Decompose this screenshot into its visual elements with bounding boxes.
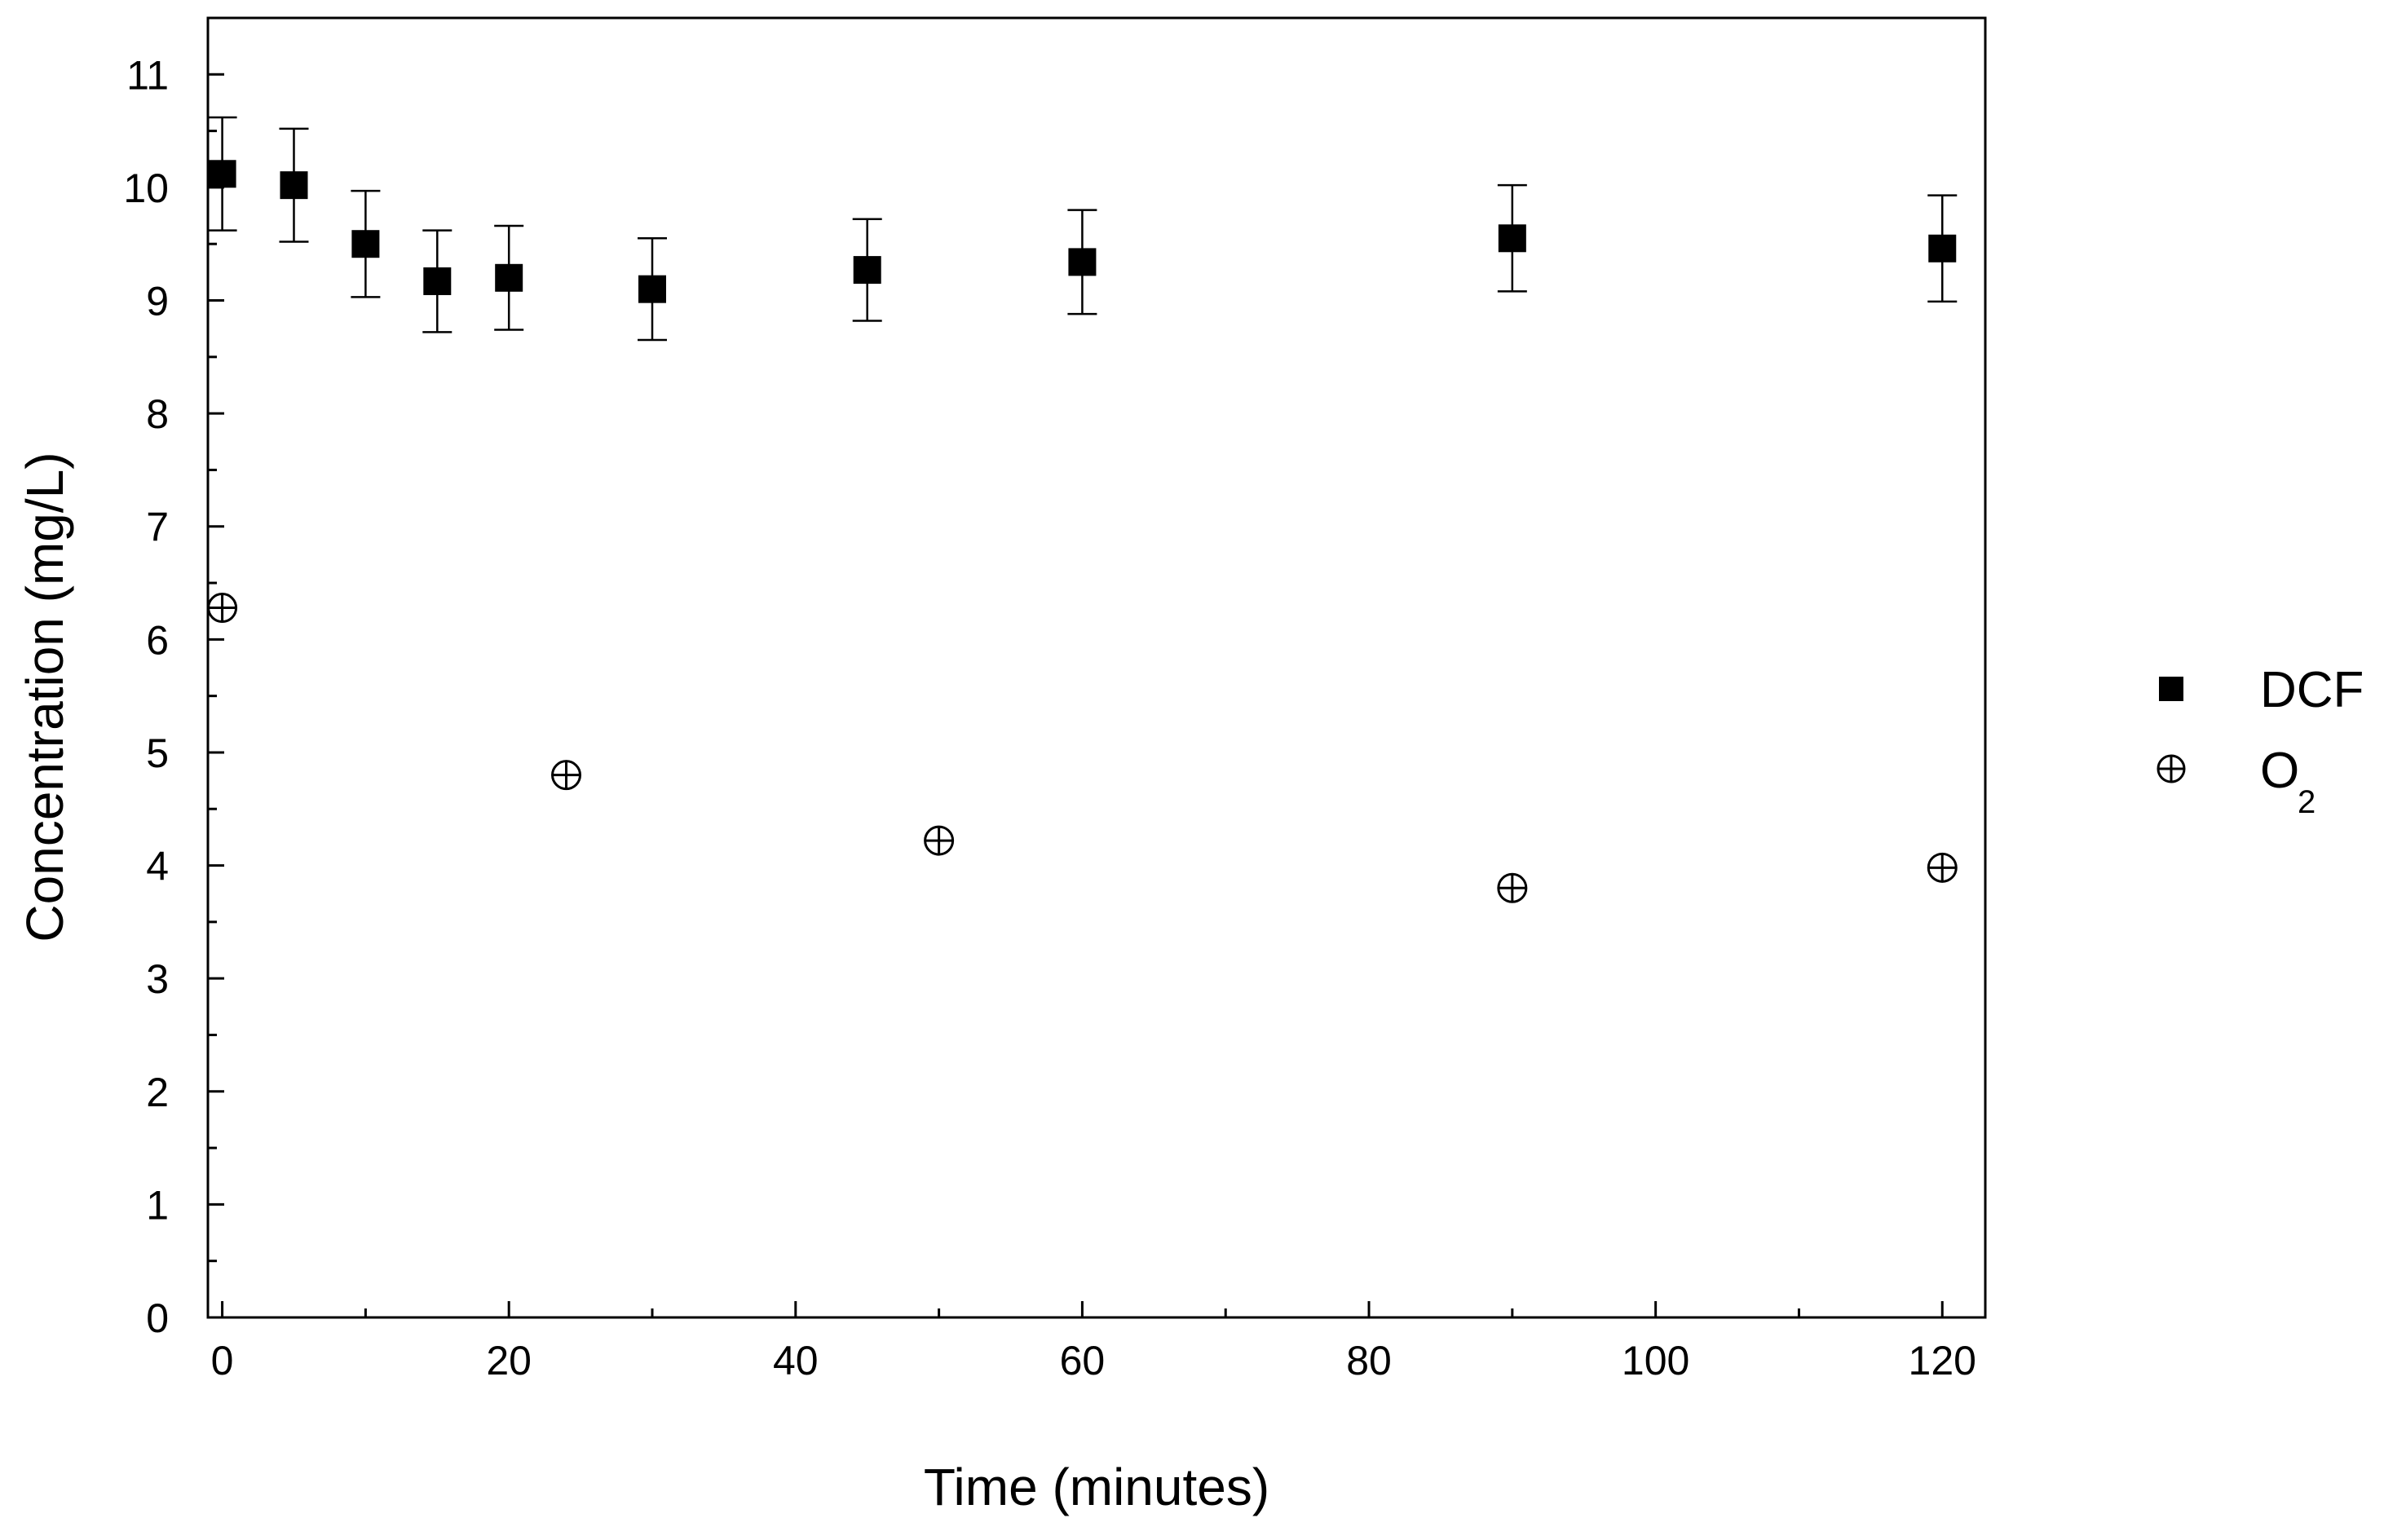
x-tick-label: 40 (773, 1338, 819, 1383)
dcf-marker (1498, 224, 1526, 253)
y-tick-label: 8 (146, 391, 169, 437)
x-tick-label: 60 (1060, 1338, 1106, 1383)
legend-label-o2-subscript: 2 (2298, 784, 2315, 820)
x-tick-label: 120 (1909, 1338, 1976, 1383)
o2-point (207, 593, 238, 624)
o2-point (924, 825, 955, 856)
y-tick-label: 7 (146, 505, 169, 550)
o2-point (1927, 852, 1958, 883)
dcf-marker (495, 263, 523, 292)
dcf-marker (280, 171, 308, 200)
dcf-marker (1068, 248, 1097, 276)
dcf-marker (208, 160, 236, 188)
o2-point (1497, 872, 1528, 903)
dcf-point (852, 218, 882, 322)
y-tick-label: 6 (146, 617, 169, 663)
y-tick-label: 0 (146, 1295, 169, 1341)
dcf-marker (351, 230, 380, 258)
dcf-point (422, 229, 453, 333)
y-tick-label: 5 (146, 730, 169, 776)
dcf-point (207, 116, 237, 232)
x-tick-label: 100 (1622, 1338, 1689, 1383)
dcf-marker (853, 256, 881, 285)
dcf-point (638, 237, 667, 342)
legend-marker-dcf (2159, 677, 2183, 701)
y-tick-label: 4 (146, 844, 169, 889)
y-axis: 0 1 2 3 4 5 6 7 8 9 10 11 (123, 52, 224, 1341)
y-tick-label: 1 (146, 1182, 169, 1228)
legend-marker-o2 (2157, 754, 2186, 783)
y-tick-label: 10 (123, 165, 169, 211)
plot-area (207, 116, 1958, 903)
dcf-marker (1928, 234, 1957, 263)
o2-point (551, 760, 582, 791)
y-tick-label: 11 (126, 52, 169, 98)
x-axis: 0 20 40 60 80 100 120 (211, 1301, 1976, 1383)
dcf-point (1927, 194, 1958, 303)
x-axis-title: Time (minutes) (924, 1458, 1269, 1516)
y-tick-label: 3 (146, 956, 169, 1002)
dcf-point (1497, 183, 1527, 293)
y-tick-label: 9 (146, 279, 169, 324)
x-tick-label: 20 (486, 1338, 532, 1383)
legend-label-o2: O (2260, 743, 2299, 799)
dcf-marker (638, 275, 666, 303)
dcf-point (494, 224, 524, 331)
dcf-point (351, 189, 381, 298)
legend-label-dcf: DCF (2260, 662, 2364, 718)
dcf-marker (423, 267, 452, 295)
dcf-point (1067, 209, 1097, 316)
y-tick-label: 2 (146, 1070, 169, 1115)
plot-frame (206, 16, 1987, 1319)
legend: DCF O 2 (2157, 662, 2364, 820)
dcf-point (279, 127, 309, 243)
x-tick-label: 80 (1346, 1338, 1392, 1383)
y-axis-title: Concentration (mg/L) (15, 452, 74, 942)
x-tick-label: 0 (211, 1338, 234, 1383)
